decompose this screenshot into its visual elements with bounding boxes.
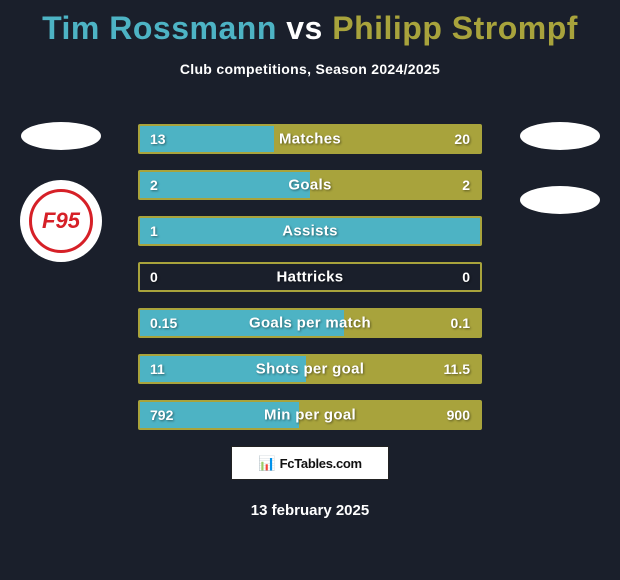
chart-icon: 📊 [258,456,275,470]
stat-value-right: 2 [462,177,470,193]
comparison-title: Tim Rossmann vs Philipp Strompf [0,0,620,47]
player1-name: Tim Rossmann [42,10,277,46]
date-label: 13 february 2025 [0,502,620,519]
stat-row: 2 Goals 2 [138,170,482,200]
footer-text: FcTables.com [280,456,362,471]
club-badge-text: F95 [29,189,93,253]
stat-row: 11 Shots per goal 11.5 [138,354,482,384]
stat-value-left: 0 [150,269,158,285]
stat-row: 792 Min per goal 900 [138,400,482,430]
stat-row: 0.15 Goals per match 0.1 [138,308,482,338]
stat-label: Matches [279,131,341,148]
stat-label: Shots per goal [256,361,364,378]
stat-value-left: 11 [150,361,165,377]
subtitle: Club competitions, Season 2024/2025 [0,61,620,77]
stat-value-left: 13 [150,131,166,147]
stat-value-left: 792 [150,407,173,423]
stat-label: Hattricks [277,269,344,286]
stats-container: 13 Matches 20 2 Goals 2 1 Assists 0 Hattricks 0 0.1… [138,124,482,430]
footer-badge: 📊 FcTables.com [231,446,389,480]
left-avatar-column: F95 [20,122,102,262]
player1-avatar-placeholder [21,122,101,150]
stat-row: 13 Matches 20 [138,124,482,154]
stat-value-right: 0.1 [451,315,470,331]
stat-label: Min per goal [264,407,356,424]
stat-label: Assists [282,223,337,240]
stat-value-left: 1 [150,223,158,239]
bar-left [140,172,310,198]
stat-label: Goals [288,177,331,194]
bar-right [310,172,480,198]
stat-row: 0 Hattricks 0 [138,262,482,292]
vs-separator: vs [286,10,323,46]
stat-label: Goals per match [249,315,371,332]
stat-value-left: 0.15 [150,315,177,331]
stat-value-right: 0 [462,269,470,285]
right-avatar-column [520,122,600,214]
stat-row: 1 Assists [138,216,482,246]
stat-value-left: 2 [150,177,158,193]
stat-value-right: 11.5 [444,361,470,377]
player2-club-placeholder [520,186,600,214]
player1-club-badge: F95 [20,180,102,262]
player2-avatar-placeholder [520,122,600,150]
stat-value-right: 20 [454,131,470,147]
player2-name: Philipp Strompf [332,10,578,46]
stat-value-right: 900 [447,407,470,423]
